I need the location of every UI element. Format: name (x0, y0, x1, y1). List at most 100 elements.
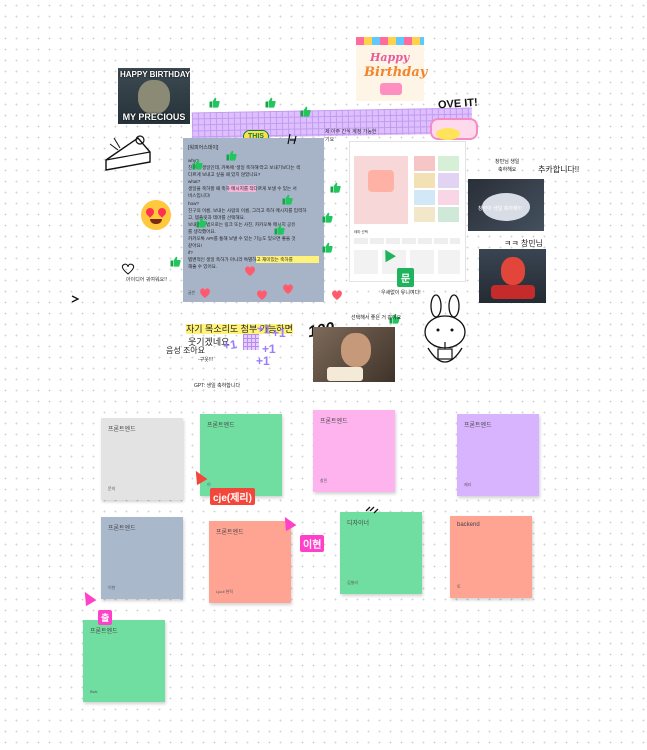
bunny-cake-sketch (424, 294, 466, 363)
birthday-card-image[interactable]: Happy Birthday (356, 37, 427, 101)
heart-doodle-icon (121, 263, 135, 275)
sticky-note-title: 프론트엔드 (320, 419, 348, 425)
sticky-note-author: 제리 (464, 482, 472, 487)
document-line: 를 생각했어요. (188, 228, 216, 234)
heart-reaction-icon[interactable] (331, 288, 343, 300)
sticky-note-title: backend (457, 522, 480, 528)
sticky-note-title: 프론트엔드 (108, 427, 136, 433)
heart-reaction-icon[interactable] (244, 264, 256, 276)
cute-comment: 우세없이 유니여다! (381, 290, 421, 296)
sticky-note-author: 김칠리 (347, 580, 359, 585)
mockup-template-option (438, 156, 459, 171)
sticky-note-author: 이현 (108, 585, 116, 590)
sparkle-doodle-icon (365, 506, 379, 514)
thumbs-up-icon[interactable] (300, 104, 311, 117)
sticky-note-title: 디자이너 (347, 521, 370, 527)
thumbs-up-icon[interactable] (170, 254, 181, 267)
sticky-note-title: 프론트엔드 (108, 526, 136, 532)
cake-photo[interactable]: 창민아 생일 축하해!!! (468, 179, 544, 231)
birthday-photo[interactable] (313, 327, 395, 382)
document-line: 다르게 보내고 싶을 때 있지 않았나요? (188, 172, 261, 178)
mockup-template-option (414, 190, 435, 205)
yellow-bow-sticker (436, 128, 460, 140)
cake-photo-cake (482, 193, 530, 221)
mockup-card-preview (354, 156, 408, 224)
sticky-note-author: Bwk (90, 689, 98, 694)
sticky-note-author: 문의 (108, 486, 116, 491)
document-line: 같아요! (188, 243, 202, 249)
agree-comment: -구웃!!! (198, 357, 214, 363)
plus-one-sticker-a: +1 (222, 337, 238, 353)
heart-eyes-emoji (141, 200, 171, 230)
cake-icon (380, 83, 402, 95)
sticky-note[interactable]: 프론트엔드 Ljudi 현직 (209, 521, 291, 603)
thumbs-up-icon[interactable] (209, 95, 220, 108)
mockup-template-option (438, 207, 459, 222)
mockup-template-option (438, 173, 459, 188)
heart-reaction-icon[interactable] (199, 286, 211, 298)
mockup-cake-illustration (368, 170, 394, 192)
character-sticker-image[interactable] (479, 249, 546, 303)
character-body (501, 257, 525, 285)
heart-reaction-icon[interactable] (282, 282, 294, 294)
document-line: why? (188, 158, 199, 163)
plus-one-sticker-d: +1 (272, 326, 286, 340)
chul-cursor-label: 출 (98, 610, 113, 625)
cake-photo-caption: 창민아 생일 축하해!!! (478, 206, 522, 212)
arrow-doodle-icon (71, 295, 80, 303)
favorite-idea-comment: 아이디어 귀여워요!! (126, 277, 167, 283)
document-line: 생일을 축하할 때 축하 메시지를 작다르게 보낼 수 있는 서 (188, 185, 319, 193)
document-line: 탭밴적인 생일 축하가 아니라 특별하고 재미있는 축하를 (188, 256, 319, 264)
thumbs-up-icon[interactable] (389, 311, 400, 324)
congrats-small-comment: 창민님 생일 (495, 159, 520, 165)
thumbs-up-icon[interactable] (196, 215, 207, 228)
mockup-template-option (438, 190, 459, 205)
sticky-note-author: Ljudi 현직 (216, 589, 233, 594)
sticky-note[interactable]: backend 토 (450, 516, 532, 598)
document-title: [워피어스데이] (188, 145, 219, 151)
service-mockup-screenshot[interactable]: 테마 선택 (349, 141, 466, 282)
thumbs-up-icon[interactable] (226, 148, 237, 161)
thumbs-up-icon[interactable] (282, 192, 293, 205)
sticky-note-author: 창민 (320, 478, 328, 483)
sticky-note-title: 프론트엔드 (90, 629, 118, 635)
thumbs-up-icon[interactable] (330, 180, 341, 193)
thumbs-up-icon[interactable] (265, 95, 276, 108)
character-cake (491, 285, 535, 299)
gollum-birthday-gif[interactable]: HAPPY BIRTHDAY MY PRECIOUS (118, 68, 190, 124)
birthday-card-happy: Happy (370, 51, 410, 64)
mockup-section-title: 테마 선택 (354, 230, 368, 234)
document-footer: 글쓴 (188, 290, 196, 295)
thumbs-up-icon[interactable] (322, 240, 333, 253)
gollum-face (138, 80, 170, 114)
document-line: 친구가 생일인데, 카톡에 '생일 축하해'라고 보내기보다는 색 (188, 165, 301, 171)
funny-comment: 웃기겠네요 (188, 337, 230, 347)
congrats-big-comment: 추카합니다!! (538, 165, 580, 174)
ove-it-sticker: OVE IT! (437, 96, 479, 112)
sticky-note-title: 프론트엔드 (464, 423, 492, 429)
sticky-note[interactable]: 프론트엔드 Bwk (83, 620, 165, 702)
thumbs-up-icon[interactable] (274, 222, 285, 235)
document-line: 해줄 수 있어요. (188, 264, 218, 270)
thumbs-up-icon[interactable] (192, 157, 203, 170)
heart-reaction-icon[interactable] (256, 288, 268, 300)
thumbs-up-icon[interactable] (322, 210, 333, 223)
idea-document-card[interactable]: [워피어스데이] why? 친구가 생일인데, 카톡에 '생일 축하해'라고 보내… (183, 138, 324, 302)
sticky-note-author: 이 (207, 482, 211, 487)
mockup-template-option (414, 156, 435, 171)
mockup-options-row (354, 238, 460, 244)
sticky-note-title: 프론트엔드 (207, 423, 235, 429)
heart-eye-left-icon (144, 206, 156, 218)
changmin-comment: ㅋㅋ 창민님 (504, 239, 544, 248)
cake-slice-sketch (105, 135, 151, 171)
plus-one-sticker-e: +1 (256, 354, 270, 368)
document-body: why? 친구가 생일인데, 카톡에 '생일 축하해'라고 보내기보다는 색 다르게… (188, 157, 319, 271)
voice-good-comment: 음성 조아요 (166, 346, 206, 355)
document-line: 비스입니다! (188, 193, 211, 199)
